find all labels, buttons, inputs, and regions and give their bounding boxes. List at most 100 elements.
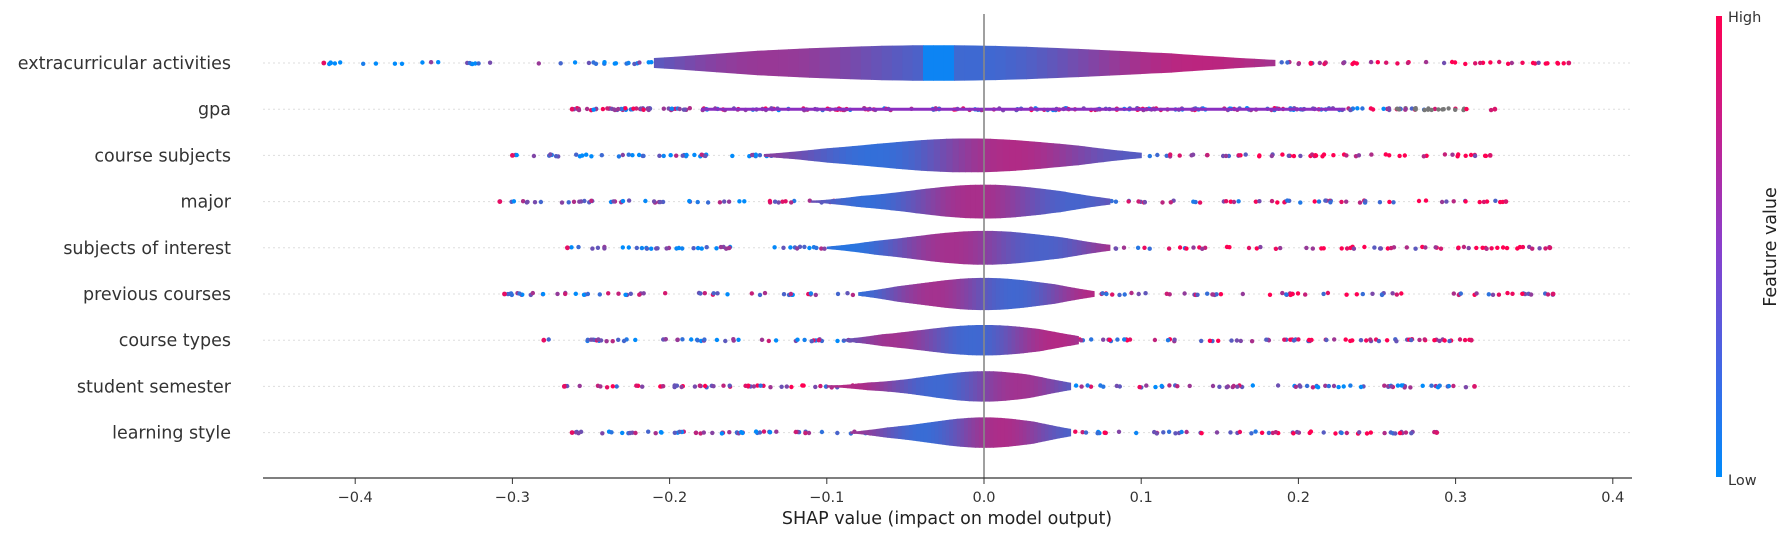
shap-point bbox=[1284, 292, 1289, 297]
shap-point bbox=[1364, 338, 1369, 343]
shap-point bbox=[1422, 337, 1427, 342]
shap-point bbox=[581, 292, 587, 297]
violin-segment bbox=[928, 375, 933, 398]
violin-segment bbox=[1055, 426, 1061, 439]
violin-segment bbox=[933, 45, 945, 81]
shap-point bbox=[789, 384, 794, 390]
violin-segment bbox=[1038, 376, 1043, 397]
shap-point bbox=[757, 153, 763, 158]
shap-point bbox=[1375, 60, 1381, 65]
violin-segment bbox=[1039, 282, 1044, 306]
shap-point bbox=[663, 291, 668, 296]
shap-point bbox=[1350, 338, 1355, 343]
shap-point bbox=[1397, 153, 1402, 159]
shap-point bbox=[1399, 291, 1404, 296]
shap-point bbox=[1466, 245, 1471, 251]
violin-segment bbox=[909, 330, 914, 350]
shap-point bbox=[1404, 245, 1410, 250]
feature-label: extracurricular activities bbox=[18, 54, 231, 74]
shap-point bbox=[661, 153, 666, 159]
feature-label: gpa bbox=[198, 100, 231, 120]
violin-segment bbox=[1048, 424, 1053, 441]
shap-point bbox=[602, 60, 607, 65]
violin-segment bbox=[943, 45, 955, 81]
shap-point bbox=[1536, 60, 1541, 65]
shap-point bbox=[1143, 291, 1148, 296]
shap-point bbox=[835, 430, 840, 436]
violin-segment bbox=[925, 282, 930, 306]
violin-segment bbox=[1066, 428, 1072, 437]
violin-segment bbox=[948, 373, 954, 400]
violin-segment bbox=[1067, 238, 1073, 258]
violin-segment bbox=[881, 288, 887, 300]
x-tick-label: 0.0 bbox=[972, 490, 995, 506]
violin-segment bbox=[1022, 420, 1027, 445]
violin-segment bbox=[1171, 53, 1183, 73]
shap-point bbox=[679, 384, 684, 390]
violin-segment bbox=[1015, 186, 1021, 218]
violin-segment bbox=[1021, 140, 1029, 171]
shap-point bbox=[1197, 200, 1203, 205]
violin-segment bbox=[1005, 46, 1017, 80]
shap-point bbox=[1184, 246, 1189, 251]
violin-segment bbox=[736, 51, 748, 75]
violin-segment bbox=[1010, 185, 1016, 218]
violin-segment bbox=[945, 186, 952, 217]
shap-point bbox=[1267, 292, 1273, 297]
shap-point bbox=[577, 154, 583, 159]
shap-point bbox=[1495, 245, 1500, 250]
violin-segment bbox=[1001, 371, 1007, 401]
shap-point bbox=[774, 429, 779, 434]
shap-point bbox=[757, 430, 763, 435]
violin-segment bbox=[1030, 421, 1035, 445]
shap-point bbox=[1257, 154, 1262, 159]
violin-segment bbox=[889, 142, 897, 169]
feature-label: previous courses bbox=[83, 285, 231, 305]
violin-segment bbox=[1023, 280, 1028, 308]
shap-point bbox=[628, 291, 633, 296]
shap-point bbox=[757, 292, 763, 298]
violin-segment bbox=[921, 139, 928, 172]
violin-segment bbox=[877, 334, 883, 347]
violin-segment bbox=[1050, 331, 1056, 350]
shap-point bbox=[1472, 153, 1478, 159]
shap-point bbox=[576, 244, 581, 250]
shap-point bbox=[737, 199, 742, 204]
shap-point bbox=[585, 291, 591, 297]
shap-point bbox=[1543, 61, 1549, 66]
shap-point bbox=[571, 199, 577, 204]
violin-segment bbox=[857, 430, 862, 435]
violin-segment bbox=[653, 57, 665, 69]
shap-point bbox=[1173, 431, 1178, 436]
shap-point bbox=[641, 153, 646, 159]
violin-segment bbox=[840, 244, 847, 251]
shap-point bbox=[1441, 60, 1447, 66]
shap-point bbox=[1453, 107, 1458, 113]
shap-point bbox=[640, 384, 645, 389]
shap-point bbox=[1073, 383, 1079, 388]
shap-point bbox=[327, 61, 332, 67]
violin-segment bbox=[1020, 186, 1026, 217]
violin-segment bbox=[870, 290, 875, 298]
violin-segment bbox=[1029, 233, 1035, 262]
violin-segment bbox=[897, 237, 903, 258]
shap-point bbox=[1473, 61, 1478, 66]
violin-segment bbox=[880, 193, 887, 210]
shap-point bbox=[1289, 291, 1295, 297]
shap-point bbox=[711, 384, 716, 389]
shap-point bbox=[574, 152, 579, 157]
shap-point bbox=[428, 60, 434, 65]
shap-point bbox=[1382, 383, 1387, 388]
violin-segment bbox=[904, 379, 909, 394]
shap-point bbox=[1321, 246, 1326, 251]
shap-point bbox=[1310, 385, 1316, 390]
shap-point bbox=[1474, 291, 1479, 296]
shap-point bbox=[511, 199, 517, 204]
violin-segment bbox=[1027, 280, 1032, 308]
shap-point bbox=[743, 383, 748, 388]
violin-segment bbox=[1058, 285, 1064, 303]
shap-point bbox=[781, 245, 786, 250]
shap-point bbox=[1250, 383, 1256, 388]
shap-point bbox=[1433, 245, 1438, 250]
violin-segment bbox=[1057, 236, 1064, 259]
